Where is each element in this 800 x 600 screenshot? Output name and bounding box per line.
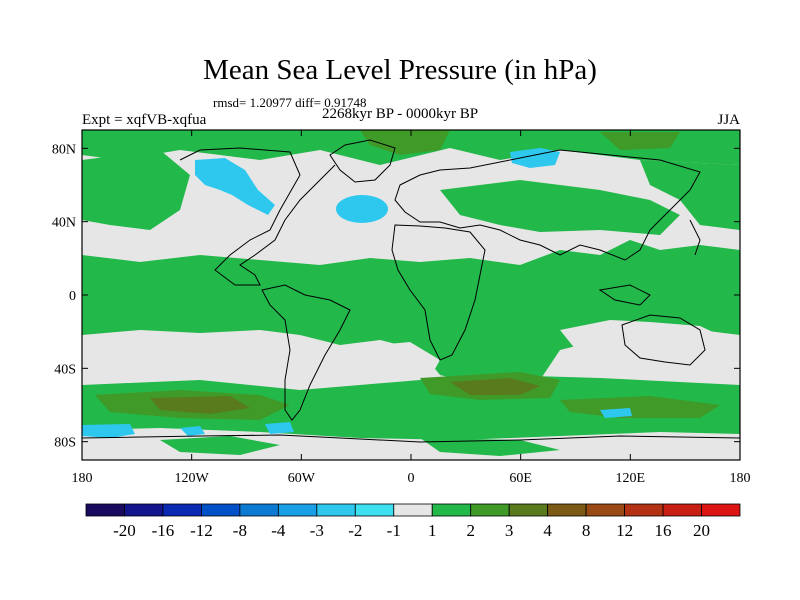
colorbar-label: -2 bbox=[348, 521, 362, 540]
colorbar-swatch bbox=[162, 503, 202, 517]
axis-ticks: 180 120W 60W 0 60E 120E 180 80N 40N 0 40S 80S bbox=[52, 130, 751, 486]
y-tick-label: 80S bbox=[54, 436, 76, 451]
colorbar-label: 8 bbox=[582, 521, 591, 540]
period-label: 2268kyr BP - 0000kyr BP bbox=[322, 106, 479, 122]
colorbar-label: -4 bbox=[271, 521, 286, 540]
season-label: JJA bbox=[717, 112, 740, 128]
colorbar-label: -3 bbox=[310, 521, 324, 540]
colorbar-label: -16 bbox=[152, 521, 175, 540]
colorbar-label: -8 bbox=[233, 521, 247, 540]
colorbar-swatch bbox=[624, 503, 664, 517]
colorbar-swatch bbox=[85, 503, 125, 517]
x-tick-label: 180 bbox=[730, 471, 751, 486]
colorbar-label: 3 bbox=[505, 521, 514, 540]
colorbar-label: -20 bbox=[113, 521, 136, 540]
colorbar: -20 -16 -12 -8 -4 -3 -2 -1 1 2 3 4 8 12 16 20 bbox=[85, 503, 741, 540]
colorbar-swatch bbox=[277, 503, 318, 517]
x-tick-label: 60E bbox=[509, 471, 532, 486]
colorbar-swatch bbox=[239, 503, 279, 517]
y-tick-label: 0 bbox=[69, 289, 76, 304]
y-tick-label: 40N bbox=[52, 216, 76, 231]
y-tick-label: 80N bbox=[52, 142, 76, 157]
coastlines bbox=[82, 139, 740, 443]
y-tick-label: 40S bbox=[54, 362, 76, 377]
colorbar-swatch bbox=[701, 503, 741, 517]
x-tick-label: 120W bbox=[175, 471, 210, 486]
colorbar-label: 1 bbox=[428, 521, 437, 540]
colorbar-label: 4 bbox=[543, 521, 552, 540]
colorbar-swatch bbox=[508, 503, 549, 517]
colorbar-swatch bbox=[354, 503, 395, 517]
chart-title: Mean Sea Level Pressure (in hPa) bbox=[203, 54, 597, 86]
colorbar-swatch bbox=[585, 503, 625, 517]
colorbar-swatch bbox=[662, 503, 702, 517]
colorbar-label: 16 bbox=[655, 521, 672, 540]
colorbar-swatch bbox=[547, 503, 587, 517]
colorbar-label: 12 bbox=[616, 521, 633, 540]
x-tick-label: 0 bbox=[408, 471, 415, 486]
colorbar-swatch bbox=[201, 503, 241, 517]
colorbar-swatch bbox=[431, 503, 472, 517]
colorbar-label: 2 bbox=[466, 521, 475, 540]
colorbar-label: -12 bbox=[190, 521, 213, 540]
stats-label: rmsd= 1.20977 diff= 0.91748 bbox=[213, 95, 367, 110]
experiment-label: Expt = xqfVB-xqfua bbox=[82, 112, 207, 128]
colorbar-label: -1 bbox=[387, 521, 401, 540]
colorbar-swatch bbox=[393, 503, 433, 517]
x-tick-label: 120E bbox=[616, 471, 646, 486]
pressure-field bbox=[82, 130, 740, 460]
colorbar-swatch bbox=[470, 503, 510, 517]
colorbar-swatch bbox=[124, 503, 164, 517]
colorbar-label: 20 bbox=[693, 521, 710, 540]
x-tick-label: 60W bbox=[288, 471, 316, 486]
x-tick-label: 180 bbox=[72, 471, 93, 486]
colorbar-swatch bbox=[316, 503, 356, 517]
